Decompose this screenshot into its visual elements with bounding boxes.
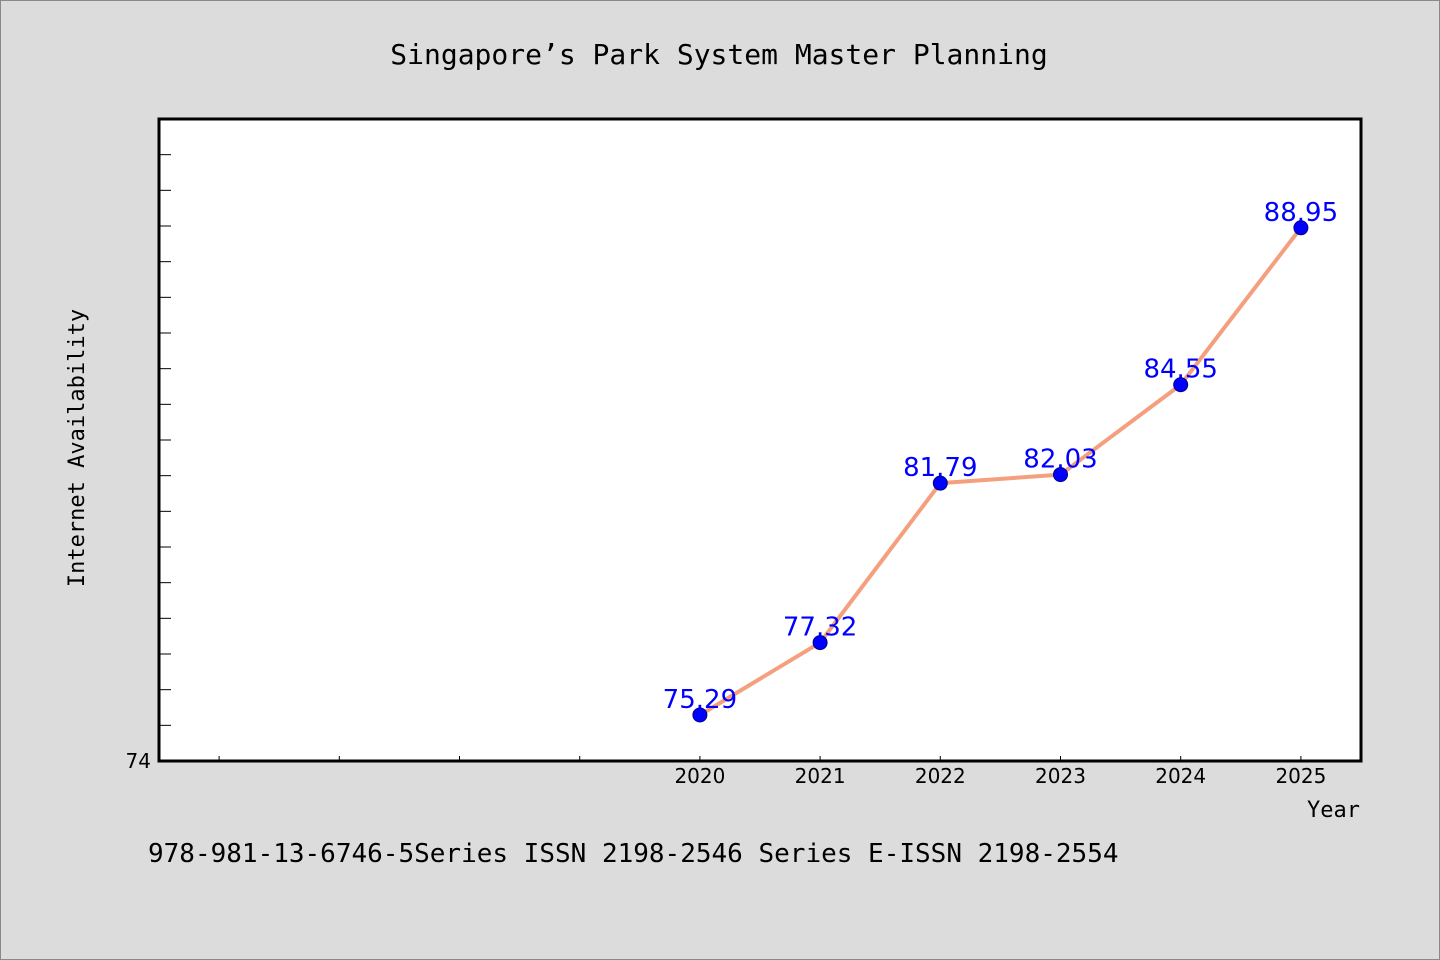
x-tick-label: 2021 xyxy=(795,764,846,788)
y-axis-ticks: 74 xyxy=(126,154,171,773)
chart-title: Singapore’s Park System Master Planning xyxy=(390,38,1047,71)
footnote: 978-981-13-6746-5Series ISSN 2198-2546 S… xyxy=(148,839,1119,869)
y-axis-label: Internet Availability xyxy=(65,309,90,587)
y-tick-label: 74 xyxy=(126,749,151,773)
series-line xyxy=(698,226,1303,717)
data-point xyxy=(692,707,708,723)
data-point xyxy=(812,635,828,651)
data-label: 75.29 xyxy=(663,685,737,715)
x-axis-ticks: 2020 2021 2022 2023 2024 2025 xyxy=(218,756,1326,788)
data-label: 77.32 xyxy=(783,613,857,643)
data-label: 82.03 xyxy=(1023,445,1097,475)
data-point xyxy=(1173,377,1189,393)
plot-area xyxy=(157,117,1363,763)
series-layer xyxy=(692,220,1309,723)
x-tick-label: 2025 xyxy=(1275,764,1326,788)
data-point xyxy=(1293,220,1309,236)
data-label: 84.55 xyxy=(1143,355,1217,385)
x-axis-label: Year xyxy=(1307,798,1360,823)
x-tick-label: 2020 xyxy=(674,764,725,788)
data-point xyxy=(1053,467,1068,483)
data-label: 88.95 xyxy=(1264,198,1338,228)
x-tick-label: 2023 xyxy=(1035,764,1086,788)
x-tick-label: 2024 xyxy=(1155,764,1206,788)
x-tick-label: 2022 xyxy=(915,764,966,788)
data-label: 81.79 xyxy=(903,453,977,483)
data-labels: 75.29 77.32 81.79 82.03 84.55 88.95 xyxy=(663,198,1338,715)
data-point xyxy=(932,475,948,491)
